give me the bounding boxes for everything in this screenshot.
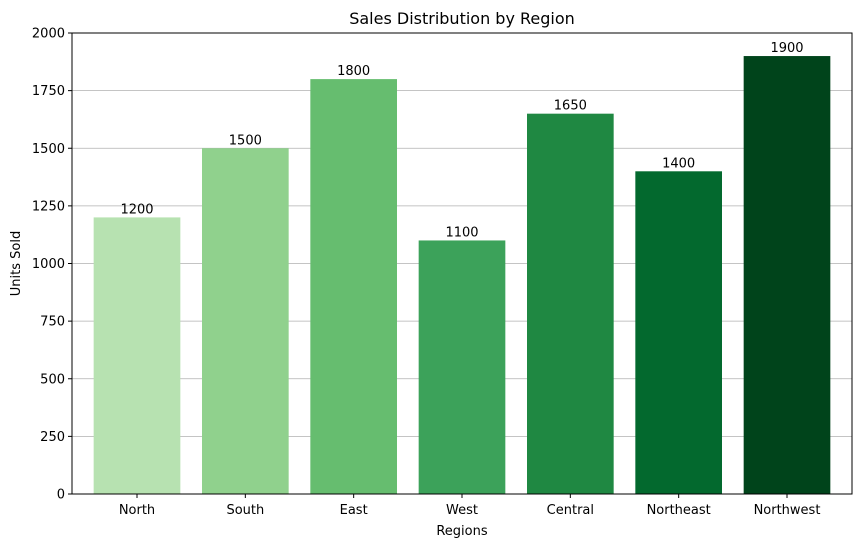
bar-value-label: 1900 — [770, 41, 803, 56]
data-labels: 1200 1500 1800 1100 1650 1400 1900 — [120, 41, 803, 240]
y-tick-label: 750 — [40, 315, 65, 330]
bar-value-label: 1800 — [337, 64, 370, 79]
bar-value-label: 1100 — [445, 225, 478, 240]
bar-value-label: 1500 — [229, 133, 262, 148]
bar — [310, 79, 397, 494]
x-tick-label: North — [119, 503, 155, 518]
bar — [743, 56, 831, 495]
y-tick-label: 0 — [57, 488, 65, 503]
bar-value-label: 1400 — [662, 156, 695, 171]
bar-value-label: 1200 — [120, 202, 153, 217]
x-tick-label: Northwest — [754, 503, 821, 518]
y-tick-label: 1250 — [32, 199, 65, 214]
x-axis-label: Regions — [436, 524, 488, 539]
x-tick-label: West — [446, 503, 478, 518]
x-tick-label: South — [226, 503, 264, 518]
y-axis-label: Units Sold — [9, 231, 24, 296]
bar — [93, 217, 181, 494]
x-axis: North South East West Central Northeast Northw… — [119, 494, 821, 518]
y-axis: 0 250 500 750 1000 1250 1500 1750 2000 — [32, 27, 72, 503]
y-tick-label: 1000 — [32, 257, 65, 272]
x-tick-label: Central — [547, 503, 594, 518]
y-tick-label: 1500 — [32, 142, 65, 157]
y-tick-label: 500 — [40, 372, 65, 387]
bars — [93, 56, 831, 495]
y-tick-label: 1750 — [32, 84, 65, 99]
y-tick-label: 2000 — [32, 27, 65, 42]
chart-title: Sales Distribution by Region — [349, 9, 575, 28]
bar — [527, 113, 614, 495]
y-tick-label: 250 — [40, 430, 65, 445]
bar — [418, 240, 506, 494]
bar — [635, 171, 722, 495]
x-tick-label: East — [340, 503, 368, 518]
bar — [202, 148, 289, 494]
x-tick-label: Northeast — [647, 503, 711, 518]
bar-value-label: 1650 — [554, 99, 587, 114]
